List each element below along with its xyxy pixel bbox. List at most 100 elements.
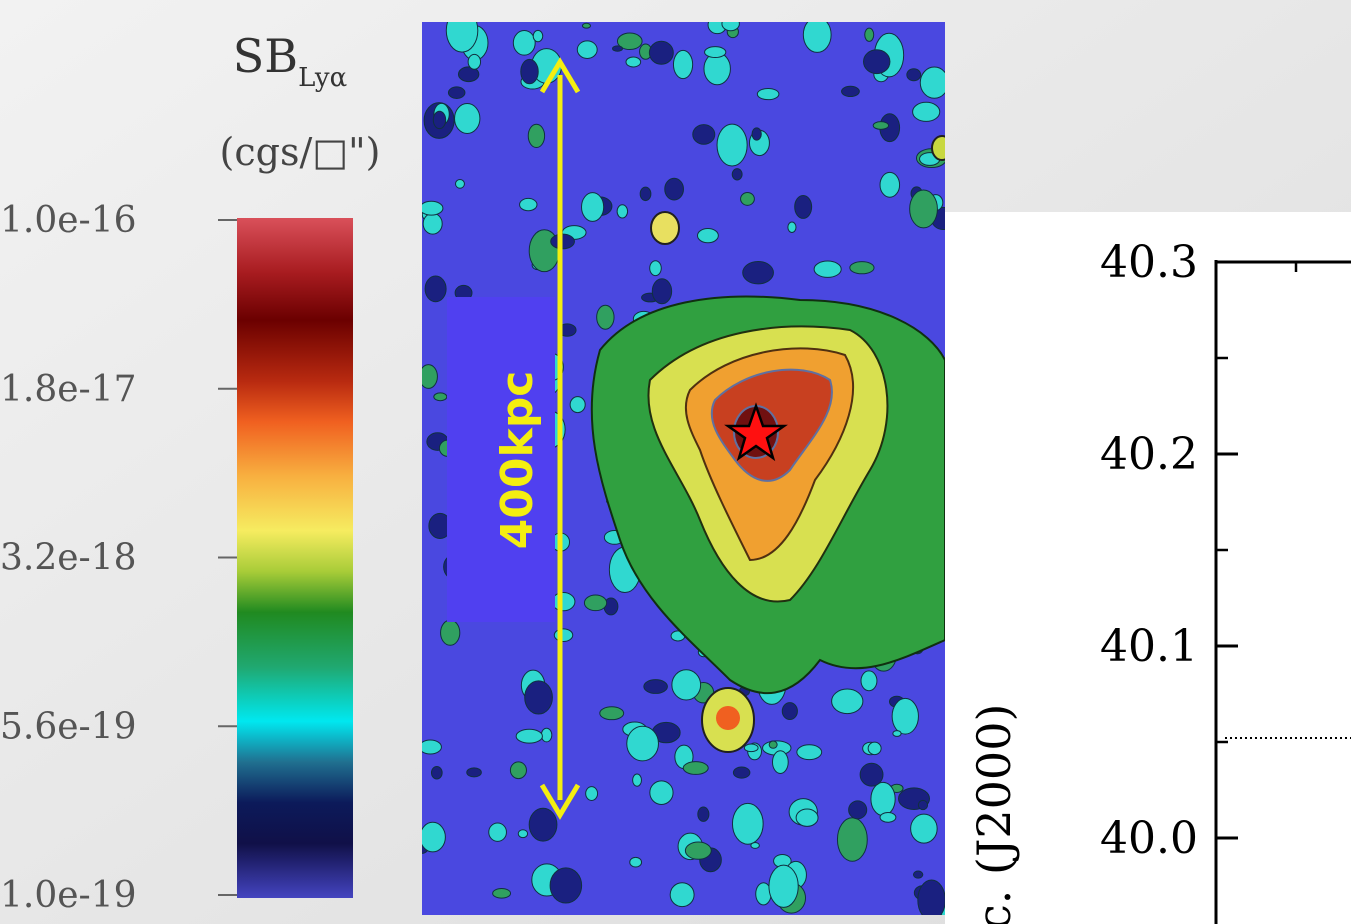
speckle-cyan (732, 803, 763, 844)
speckle-cyan (850, 262, 874, 274)
speckle-dark (693, 125, 715, 145)
colorbar-label: 3.2e-18 (0, 538, 137, 579)
speckle-dark (849, 801, 867, 819)
speckle-dark (743, 261, 774, 283)
speckle-cyan (419, 740, 441, 754)
speckle-dark (698, 807, 709, 821)
speckle-dark (521, 59, 538, 83)
speckle-cyan (880, 812, 896, 822)
speckle-cyan (627, 726, 659, 761)
speckle-cyan (772, 751, 788, 774)
speckle-cyan (434, 393, 447, 401)
speckle-dark (782, 703, 797, 720)
speckle-dark (732, 169, 742, 180)
speckle-cyan (769, 865, 798, 907)
speckle-cyan (518, 830, 527, 838)
speckle-dark (448, 87, 465, 99)
colorbar-title-main: SB (233, 29, 298, 83)
inset-tick-label: 40.0 (1100, 813, 1198, 864)
speckle-cyan (673, 50, 692, 78)
speckle-cyan (837, 818, 867, 862)
speckle-cyan (672, 670, 701, 700)
speckle-cyan (650, 261, 662, 276)
speckle-cyan (861, 671, 877, 691)
speckle-cyan (880, 172, 900, 197)
blob-north (651, 212, 679, 244)
speckle-dark (652, 279, 671, 304)
speckle-cyan (533, 30, 543, 41)
speckle-cyan (493, 889, 511, 899)
colorbar-title-sub: Lyα (298, 63, 347, 93)
speckle-cyan (698, 228, 719, 242)
speckle-cyan (832, 689, 863, 714)
speckle-cyan (586, 787, 598, 801)
speckle-cyan (600, 707, 624, 720)
speckle-dark (431, 766, 442, 778)
speckle-cyan (455, 104, 480, 134)
speckle-dark (864, 50, 890, 74)
inset-tick-label: 40.3 (1100, 237, 1198, 288)
speckle-dark (425, 276, 446, 302)
speckle-cyan (893, 731, 901, 737)
figure: SBLyα (cgs/□") 1.0e-161.8e-173.2e-185.6e… (0, 0, 1351, 924)
speckle-dark (665, 178, 684, 200)
speckle-cyan (541, 728, 551, 742)
speckle-cyan (873, 122, 888, 130)
speckle-dark (913, 871, 922, 878)
speckle-cyan (633, 774, 642, 786)
speckle-dark (752, 128, 761, 140)
speckle-cyan (788, 222, 796, 233)
speckle-cyan (685, 842, 711, 859)
speckle-cyan (814, 261, 841, 277)
speckle-dark (640, 187, 651, 201)
speckle-cyan (797, 745, 822, 760)
speckle-cyan (582, 23, 590, 28)
speckle-dark (860, 763, 883, 786)
speckle-cyan (626, 57, 641, 67)
speckle-cyan (584, 595, 606, 611)
speckle-dark (551, 234, 575, 249)
speckle-dark (529, 808, 557, 841)
scale-label: 400kpc (492, 371, 543, 550)
speckle-cyan (423, 213, 442, 234)
speckle-dark (613, 46, 623, 51)
speckle-dark (550, 868, 581, 903)
speckle-cyan (510, 762, 526, 779)
speckle-cyan (577, 41, 597, 59)
speckle-dark (918, 880, 945, 920)
speckle-cyan (630, 857, 642, 867)
speckle-cyan (516, 729, 542, 743)
speckle-cyan (911, 814, 938, 843)
speckle-cyan (910, 190, 938, 228)
speckle-cyan (456, 179, 465, 188)
speckle-cyan (570, 397, 585, 413)
blob-south-core (716, 706, 740, 730)
speckle-cyan (920, 67, 948, 98)
colorbar (237, 218, 353, 898)
speckle-dark (649, 41, 673, 64)
speckle-cyan (769, 741, 777, 748)
speckle-cyan (420, 822, 445, 852)
speckle-cyan (871, 782, 895, 815)
speckle-cyan (757, 88, 779, 99)
speckle-cyan (528, 124, 544, 147)
speckle-cyan (705, 47, 726, 58)
speckle-cyan (597, 305, 614, 329)
speckle-cyan (803, 17, 831, 52)
colorbar-label: 1.8e-17 (0, 369, 137, 410)
speckle-cyan (865, 28, 874, 41)
speckle-cyan (717, 124, 747, 166)
speckle-dark (733, 767, 749, 778)
inset-tick-label: 40.2 (1100, 429, 1198, 480)
speckle-cyan (670, 883, 694, 907)
speckle-dark (842, 86, 860, 96)
speckle-cyan (741, 192, 755, 205)
inset-y-label: c. (J2000) (967, 704, 1021, 924)
inset-tick-label: 40.1 (1100, 621, 1198, 672)
speckle-cyan (513, 31, 535, 56)
page: SBLyα (cgs/□") 1.0e-161.8e-173.2e-185.6e… (0, 0, 1351, 924)
colorbar-label: 1.0e-19 (0, 875, 137, 916)
speckle-cyan (744, 744, 758, 752)
speckle-cyan (617, 205, 627, 218)
speckle-cyan (582, 193, 604, 222)
